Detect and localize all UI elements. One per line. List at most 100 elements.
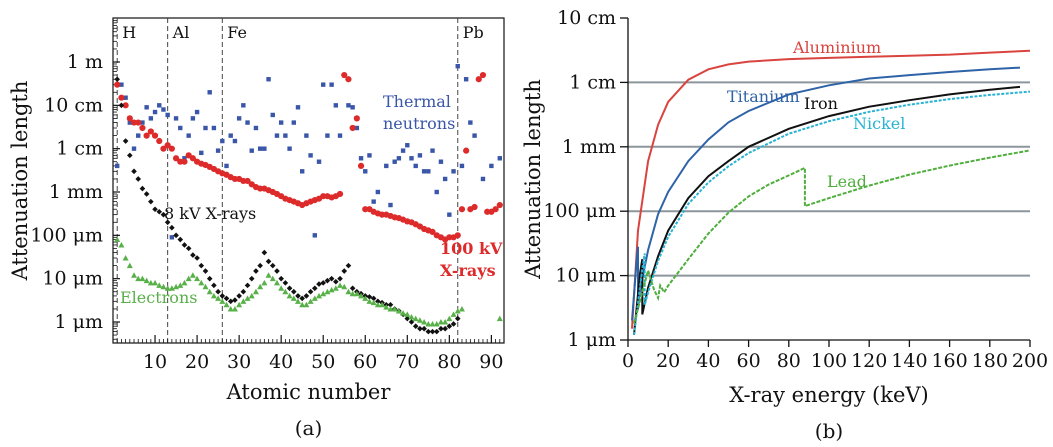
data-point (206, 275, 213, 282)
data-point (341, 268, 348, 274)
data-point (475, 76, 482, 83)
data-point (320, 280, 327, 286)
data-point (194, 109, 200, 115)
data-point (450, 311, 457, 317)
data-point (215, 148, 221, 153)
series-label: Aluminium (792, 38, 881, 57)
data-point (173, 283, 180, 290)
y-tick-label: 1 μm (568, 329, 617, 351)
data-point (312, 233, 318, 238)
x-tick-label: 0 (622, 350, 634, 372)
data-point (257, 262, 263, 269)
data-point (458, 206, 466, 213)
data-point (236, 293, 242, 299)
data-point (350, 105, 355, 110)
data-point (152, 109, 158, 115)
data-point (143, 132, 150, 139)
data-point (211, 282, 217, 289)
data-point (131, 146, 137, 151)
data-point (122, 102, 129, 109)
data-point (303, 301, 310, 308)
data-point (139, 185, 146, 192)
x-tick-label: 60 (353, 351, 377, 373)
data-point (273, 279, 280, 286)
data-point (442, 319, 449, 325)
data-point (190, 252, 196, 258)
data-point (421, 319, 428, 325)
data-point (337, 282, 344, 288)
data-point (307, 298, 314, 304)
data-point (223, 301, 230, 308)
y-tick-label: 1 μm (55, 311, 104, 333)
data-point (429, 228, 436, 236)
data-point (446, 315, 453, 322)
series-100-kv-x-rays (114, 71, 503, 243)
data-point (391, 305, 398, 312)
data-point (115, 163, 120, 169)
data-point (442, 325, 448, 332)
data-point (375, 298, 381, 305)
data-point (405, 143, 410, 148)
element-marker-label: Pb (463, 23, 484, 42)
data-point (241, 103, 246, 108)
data-point (455, 63, 460, 69)
data-point (262, 146, 267, 151)
data-point (177, 236, 184, 243)
data-point (299, 301, 306, 308)
data-point (316, 292, 323, 299)
data-point (189, 272, 196, 278)
data-point (312, 285, 318, 292)
data-point (253, 268, 259, 274)
data-point (287, 146, 292, 151)
data-point (156, 282, 163, 288)
x-tick-label: 20 (185, 351, 209, 373)
data-point (468, 120, 473, 125)
data-point (413, 163, 418, 169)
data-point (118, 241, 125, 248)
data-point (307, 288, 314, 295)
data-point (421, 169, 427, 174)
data-point (164, 142, 171, 149)
data-point (127, 120, 133, 125)
data-point (278, 285, 285, 291)
data-point (135, 275, 142, 282)
data-point (408, 319, 415, 325)
data-point (454, 315, 461, 322)
y-tick-label: 10 cm (557, 7, 616, 29)
data-point (366, 298, 373, 304)
data-point (447, 212, 452, 217)
series-label: Titanium (727, 87, 800, 106)
x-tick-label: 40 (696, 350, 720, 372)
data-point (325, 133, 330, 138)
series-thermal-neutrons (115, 63, 502, 240)
data-point (395, 307, 402, 314)
data-point (387, 305, 394, 312)
data-point (409, 156, 414, 161)
y-tick-label: 1 cm (569, 71, 616, 93)
data-point (123, 95, 128, 100)
data-point (311, 295, 318, 301)
series-label: Iron (804, 94, 838, 113)
data-point (157, 103, 162, 108)
y-tick-label: 1 cm (56, 138, 103, 160)
data-point (164, 219, 171, 226)
data-point (147, 279, 154, 286)
series-label: 100 kV (440, 239, 503, 258)
data-point (274, 268, 280, 274)
data-point (248, 275, 255, 282)
data-point (328, 275, 335, 282)
data-point (458, 305, 465, 312)
data-point (400, 310, 407, 316)
data-point (177, 282, 184, 288)
series-label: Electrons (120, 288, 197, 307)
data-point (261, 279, 268, 286)
data-point (471, 203, 478, 211)
data-point (257, 283, 264, 290)
data-point (345, 262, 352, 269)
series-label: X-rays (440, 261, 496, 280)
data-point (299, 295, 305, 302)
data-point (421, 325, 427, 332)
data-point (362, 295, 369, 301)
data-point (245, 120, 250, 125)
